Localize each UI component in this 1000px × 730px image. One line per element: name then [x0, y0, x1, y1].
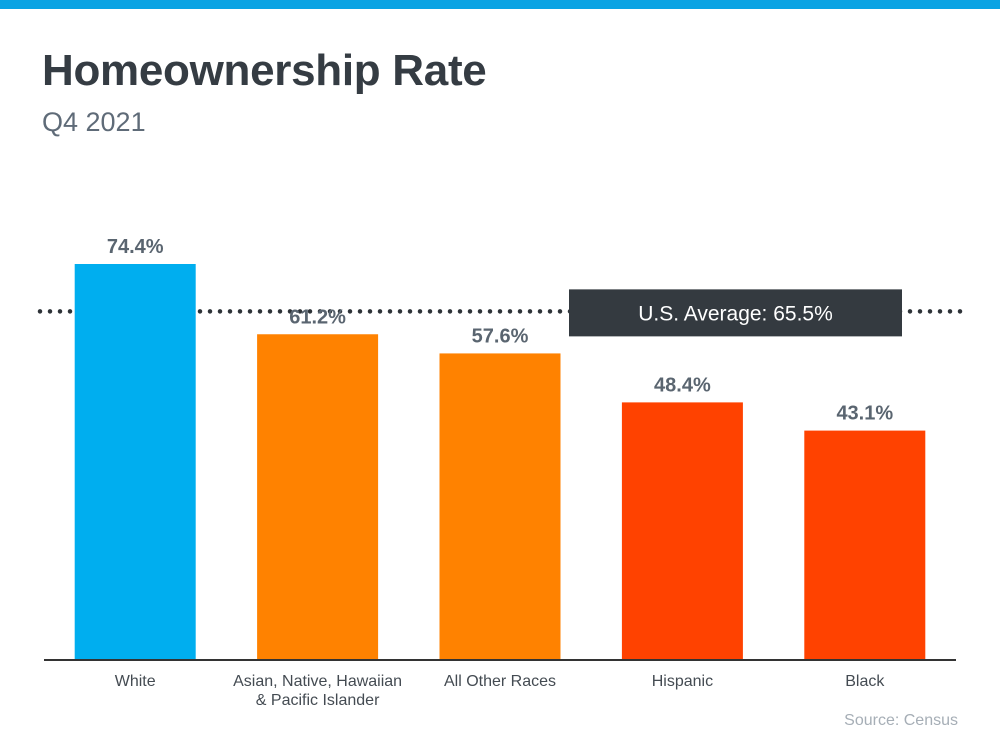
- us-average-label: U.S. Average: 65.5%: [638, 302, 833, 325]
- bar: [621, 402, 743, 660]
- bar: [439, 353, 561, 660]
- bar-value-label: 61.2%: [289, 306, 346, 328]
- x-tick-label: White: [115, 673, 156, 690]
- bar-value-label: 74.4%: [107, 236, 164, 258]
- bar: [804, 430, 926, 660]
- x-tick-label: Black: [845, 673, 885, 690]
- x-tick-label: All Other Races: [444, 673, 556, 690]
- bar-value-label: 43.1%: [836, 403, 893, 425]
- bar: [74, 264, 196, 660]
- top-accent-bar: [0, 0, 1000, 9]
- chart-subtitle: Q4 2021: [42, 107, 146, 137]
- us-average-box: [569, 289, 902, 337]
- bar-value-label: 48.4%: [654, 374, 711, 396]
- source-note: Source: Census: [844, 712, 958, 729]
- x-tick-label: Asian, Native, Hawaiian & Pacific Islande…: [233, 673, 402, 709]
- x-tick-label: Hispanic: [652, 673, 713, 690]
- bar-value-label: 57.6%: [472, 325, 529, 347]
- chart-title: Homeownership Rate: [42, 46, 487, 95]
- bar: [257, 334, 379, 660]
